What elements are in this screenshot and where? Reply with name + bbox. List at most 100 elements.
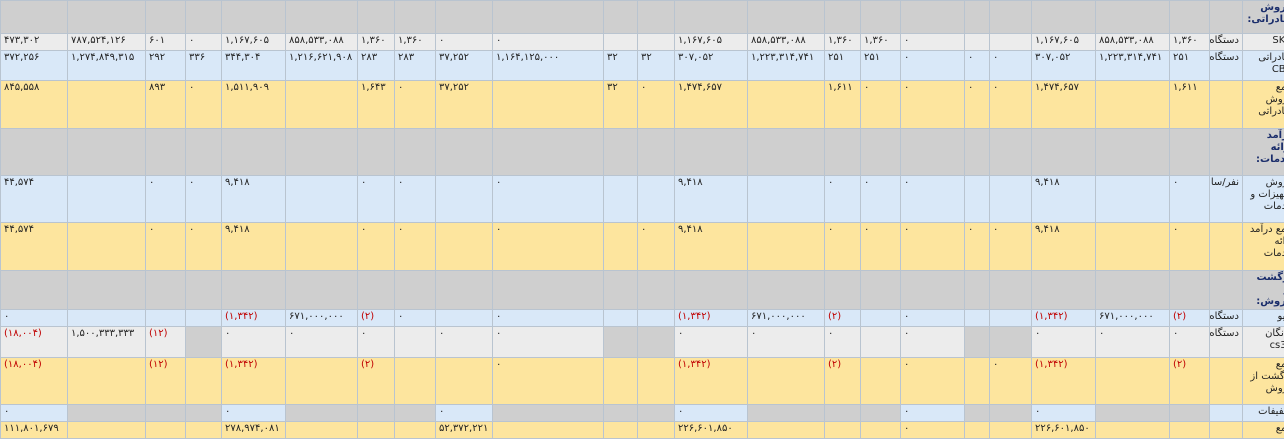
cell-value: ۰	[398, 311, 404, 322]
cell-value: ۰	[398, 224, 404, 235]
row-label: تخفیفات	[1242, 404, 1284, 422]
cell-value: ۱,۳۶۰	[1173, 35, 1198, 46]
cell-value: ۰	[361, 328, 367, 339]
cell-value: (۱,۳۴۲)	[678, 311, 711, 322]
cell-value: ۰	[968, 224, 974, 235]
cell-value: ۸۵۸,۵۳۳,۰۸۸	[289, 35, 344, 46]
cell-value: ۱,۵۱۱,۹۰۹	[225, 82, 269, 93]
cell-value: ۱,۲۷۴,۸۴۹,۳۱۵	[71, 52, 135, 63]
unit-cell: نفر/ساعت	[1209, 175, 1243, 223]
table-cell: ۰	[492, 222, 604, 271]
table-cell	[900, 270, 965, 310]
table-cell: ۰	[492, 175, 604, 223]
cell-value: ۱,۱۶۷,۶۰۵	[1035, 35, 1079, 46]
cell-value: ۲۷۸,۹۷۴,۰۸۱	[225, 423, 280, 434]
cell-value: (۱,۳۴۲)	[678, 359, 711, 370]
table-row: ۴۷۳,۳۰۲ ۷۸۷,۵۲۴,۱۲۶ ۶۰۱ ۰ ۱,۱۶۷,۶۰۵ ۸۵۸,۵۳۳,۰…	[0, 33, 1284, 51]
table-cell	[221, 0, 286, 34]
cell-value: (۱۸,۰۰۴)	[4, 359, 42, 370]
table-cell: ۰	[964, 80, 990, 129]
table-cell	[285, 80, 358, 129]
cell-value: ۰	[904, 52, 910, 63]
table-cell	[1169, 421, 1210, 439]
table-cell	[145, 309, 186, 327]
table-cell	[824, 0, 861, 34]
table-cell: (۱۲)	[145, 357, 186, 405]
table-cell: ۹,۴۱۸	[221, 222, 286, 271]
table-cell: ۰	[357, 175, 395, 223]
table-cell	[357, 270, 395, 310]
table-cell	[964, 421, 990, 439]
table-cell: ۱,۶۱۱	[824, 80, 861, 129]
table-cell: (۱,۳۴۲)	[674, 309, 748, 327]
cell-value: ۰	[149, 177, 155, 188]
table-cell	[357, 0, 395, 34]
table-cell: ۱,۲۷۴,۸۴۹,۳۱۵	[67, 50, 146, 81]
cell-value: ۱,۳۶۰	[361, 35, 386, 46]
table-cell: ۰	[637, 80, 675, 129]
table-cell: ۰	[394, 222, 436, 271]
table-cell: (۱,۳۴۲)	[674, 357, 748, 405]
table-cell: ۱,۲۲۳,۳۱۴,۷۴۱	[747, 50, 825, 81]
cell-value: ۲۵۱	[864, 52, 881, 63]
cell-value: ۴۴,۵۷۴	[4, 177, 35, 188]
table-cell	[221, 128, 286, 176]
table-cell	[860, 128, 901, 176]
cell-value: ۰	[439, 35, 445, 46]
cell-value: ۰	[189, 177, 195, 188]
table-cell	[1095, 421, 1170, 439]
table-cell	[67, 175, 146, 223]
cell-value: (۱۲)	[149, 359, 168, 370]
cell-value: ۰	[189, 224, 195, 235]
table-cell	[67, 222, 146, 271]
row-label: صادراتی CBU	[1242, 50, 1284, 81]
table-cell	[435, 175, 493, 223]
cell-value: ۰	[641, 82, 647, 93]
cell-value: ۱,۴۷۴,۶۵۷	[1035, 82, 1079, 93]
cell-value: ۰	[496, 328, 502, 339]
unit-cell	[1209, 0, 1243, 34]
table-cell	[394, 421, 436, 439]
table-cell: (۲)	[1169, 309, 1210, 327]
table-cell: ۰	[900, 326, 965, 358]
table-cell	[1095, 175, 1170, 223]
cell-value: ۰	[828, 177, 834, 188]
table-cell	[67, 128, 146, 176]
table-cell	[185, 0, 222, 34]
table-cell	[67, 270, 146, 310]
table-cell	[603, 33, 638, 51]
table-cell: ۰	[900, 404, 965, 422]
table-cell: (۲)	[357, 357, 395, 405]
cell-value: ۸۴۵,۵۵۸	[4, 82, 40, 93]
table-cell	[185, 270, 222, 310]
table-cell: ۲۵۱	[824, 50, 861, 81]
table-cell	[357, 128, 395, 176]
table-cell: ۸۵۸,۵۳۳,۰۸۸	[1095, 33, 1170, 51]
table-cell	[185, 128, 222, 176]
cell-value: ۳۷,۲۵۲	[439, 52, 470, 63]
table-cell	[1031, 0, 1096, 34]
table-cell: ۱,۵۰۰,۳۳۳,۳۳۳	[67, 326, 146, 358]
table-cell	[747, 175, 825, 223]
table-cell: ۰	[824, 175, 861, 223]
table-cell	[964, 270, 990, 310]
table-cell	[603, 357, 638, 405]
cell-value: ۰	[904, 359, 910, 370]
cell-value: ۲۵۱	[828, 52, 845, 63]
cell-value: (۱,۳۴۲)	[225, 311, 258, 322]
table-cell: ۰	[492, 357, 604, 405]
table-cell	[603, 128, 638, 176]
table-cell	[989, 33, 1032, 51]
table-cell	[747, 222, 825, 271]
cell-value: ۰	[496, 35, 502, 46]
cell-value: ۲۸۳	[361, 52, 378, 63]
table-cell: ۲۵۱	[860, 50, 901, 81]
table-cell: ۰	[492, 326, 604, 358]
table-cell: (۲)	[1169, 357, 1210, 405]
table-cell: ۱,۳۶۰	[860, 33, 901, 51]
cell-value: ۰	[904, 311, 910, 322]
cell-value: ۳۳۶	[189, 52, 206, 63]
table-cell	[67, 309, 146, 327]
cell-value: ۲۲۶,۶۰۱,۸۵۰	[678, 423, 733, 434]
